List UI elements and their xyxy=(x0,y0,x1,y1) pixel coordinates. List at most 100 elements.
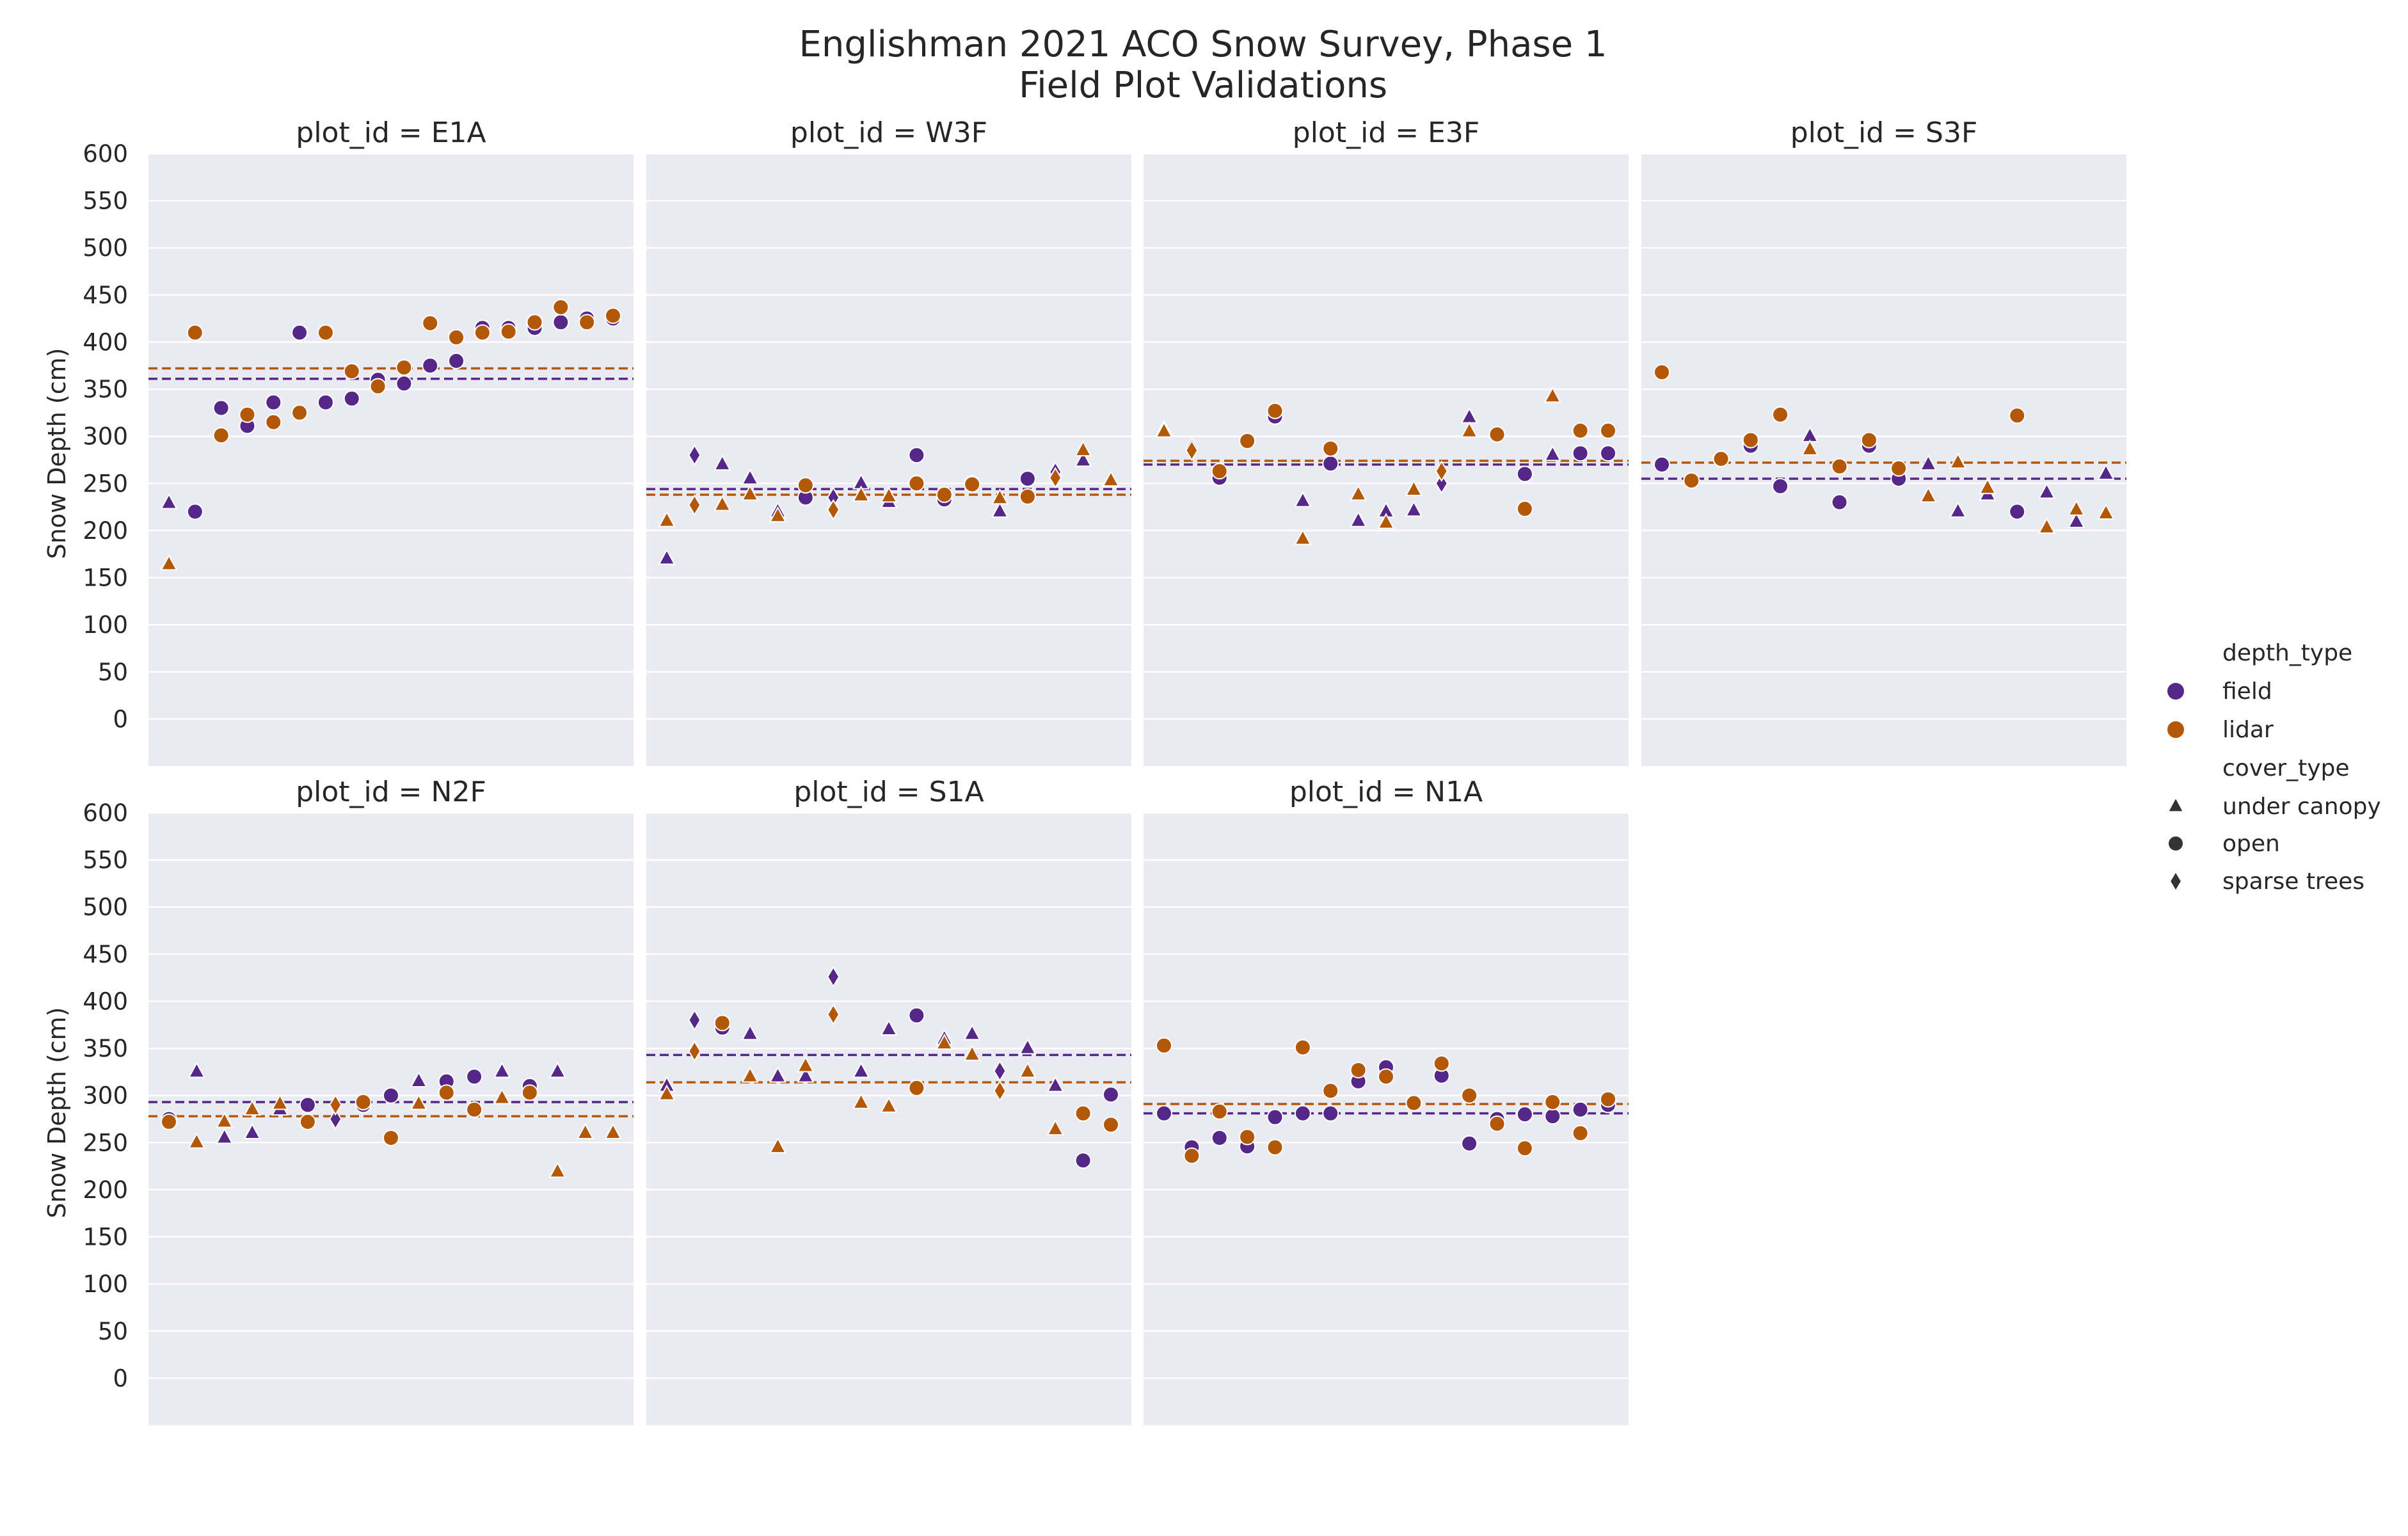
lidar-point xyxy=(317,324,334,341)
y-tick-label: 450 xyxy=(83,282,128,309)
y-tick-label: 100 xyxy=(83,611,128,639)
lidar-point xyxy=(1019,488,1036,505)
field-point xyxy=(1543,445,1561,461)
lidar-point xyxy=(1350,1061,1367,1078)
facet-panel-4: plot_id = S3F xyxy=(1641,116,2126,766)
lidar-point xyxy=(605,307,621,324)
lidar-point xyxy=(466,1101,483,1118)
field-point xyxy=(880,1019,898,1036)
lidar-point xyxy=(438,1084,455,1101)
lidar-point xyxy=(343,363,360,380)
facet-panel-3: plot_id = E3F xyxy=(1144,116,1629,766)
field-point xyxy=(1772,477,1789,495)
lidar-point xyxy=(526,314,543,331)
lidar-point xyxy=(1405,479,1423,497)
lidar-point xyxy=(578,314,596,331)
field-point xyxy=(2097,463,2115,480)
lidar-point xyxy=(410,1094,428,1110)
field-point xyxy=(1211,1129,1228,1146)
y-tick-label: 200 xyxy=(83,1176,128,1204)
field-point xyxy=(1074,1152,1092,1169)
lidar-point xyxy=(908,475,925,492)
legend-label-cover: open xyxy=(2222,831,2280,857)
y-tick-label: 550 xyxy=(83,188,128,215)
field-point xyxy=(410,1071,428,1088)
panel-title: plot_id = E1A xyxy=(296,116,486,149)
lidar-point xyxy=(299,1113,316,1130)
y-tick-label: 350 xyxy=(83,376,128,403)
field-point xyxy=(688,444,701,467)
field-point xyxy=(852,1061,870,1078)
legend-label-field: field xyxy=(2222,678,2272,705)
lidar-point xyxy=(500,323,517,340)
lidar-point xyxy=(827,1004,840,1026)
field-point xyxy=(1831,493,1848,511)
field-point xyxy=(1322,1105,1339,1122)
lidar-point xyxy=(1683,472,1700,489)
y-axis-label: Snow Depth (cm) xyxy=(43,348,71,559)
lidar-point xyxy=(908,1079,925,1096)
lidar-point xyxy=(1435,460,1448,483)
lidar-point xyxy=(852,485,870,502)
field-point xyxy=(658,548,676,565)
lidar-point xyxy=(1544,1093,1561,1110)
legend-marker-lidar xyxy=(2166,720,2185,739)
panel-background xyxy=(148,154,634,766)
lidar-point xyxy=(1461,1087,1478,1104)
panel-title: plot_id = N2F xyxy=(296,776,486,808)
lidar-point xyxy=(769,506,787,523)
field-point xyxy=(1019,470,1036,487)
panel-background xyxy=(148,813,634,1425)
field-point xyxy=(1019,1038,1037,1055)
lidar-point xyxy=(1712,451,1730,468)
field-point xyxy=(1572,1101,1589,1118)
y-tick-label: 450 xyxy=(83,941,128,968)
lidar-point xyxy=(383,1129,399,1146)
panel-title: plot_id = S1A xyxy=(793,776,984,808)
field-point xyxy=(1461,1135,1478,1152)
lidar-point xyxy=(1890,460,1908,477)
lidar-point xyxy=(1831,458,1848,475)
lidar-point xyxy=(1046,1119,1064,1136)
field-point xyxy=(265,394,282,411)
legend-title-cover-type: cover_type xyxy=(2222,755,2350,781)
lidar-point xyxy=(474,324,491,341)
lidar-point xyxy=(1516,1140,1533,1157)
legend-marker-triangle xyxy=(2167,796,2185,813)
lidar-point xyxy=(963,1044,981,1061)
lidar-point xyxy=(355,1093,372,1110)
lidar-point xyxy=(1185,439,1199,461)
field-point xyxy=(160,493,178,509)
field-point xyxy=(493,1061,511,1078)
y-tick-label: 250 xyxy=(83,1129,128,1156)
lidar-point xyxy=(187,1132,206,1149)
field-point xyxy=(1516,1106,1533,1123)
field-point xyxy=(548,1061,566,1078)
lidar-point xyxy=(936,1033,953,1050)
field-point xyxy=(216,1128,234,1144)
field-point xyxy=(769,1066,787,1083)
lidar-point xyxy=(1103,1116,1119,1133)
y-tick-label: 400 xyxy=(83,328,128,356)
field-point xyxy=(343,390,360,407)
field-point xyxy=(1572,445,1589,462)
field-point xyxy=(1919,454,1938,471)
lidar-point xyxy=(1266,402,1284,419)
lidar-point xyxy=(1488,426,1506,443)
legend-label-cover: sparse trees xyxy=(2222,868,2364,895)
y-tick-label: 600 xyxy=(83,140,128,168)
lidar-point xyxy=(1049,467,1062,489)
y-tick-label: 600 xyxy=(83,799,128,827)
field-point xyxy=(2037,483,2056,499)
lidar-point xyxy=(1378,1068,1394,1085)
lidar-point xyxy=(2097,503,2115,520)
field-point xyxy=(1349,511,1367,527)
panel-title: plot_id = N1A xyxy=(1289,776,1483,808)
y-axis-label: Snow Depth (cm) xyxy=(43,1007,71,1219)
field-point xyxy=(2009,503,2026,520)
lidar-point xyxy=(964,476,981,493)
y-tick-label: 50 xyxy=(98,659,128,686)
panel-title: plot_id = S3F xyxy=(1790,116,1978,149)
